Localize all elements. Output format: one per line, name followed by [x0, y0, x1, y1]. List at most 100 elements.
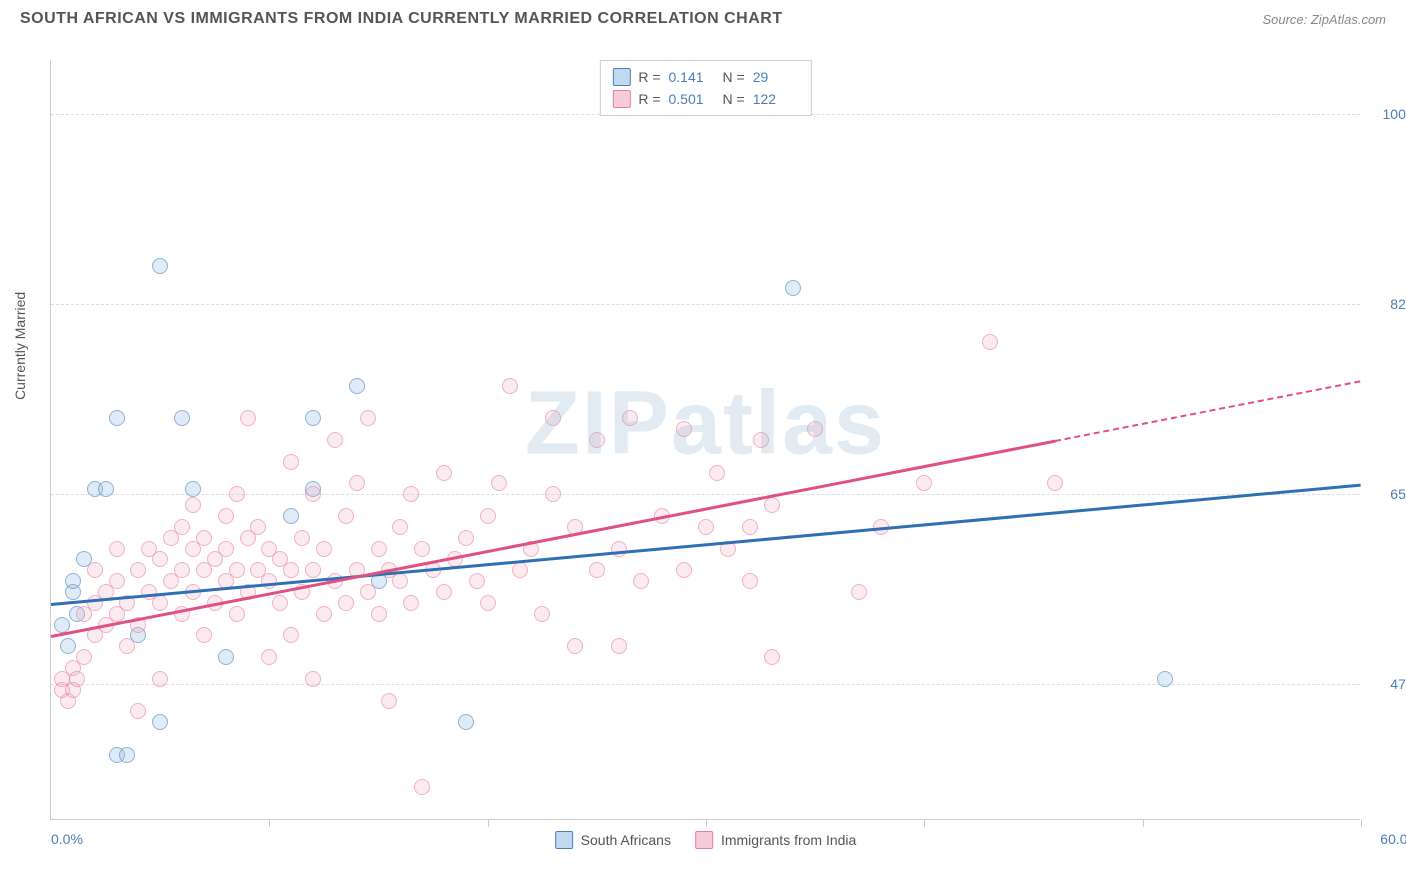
- x-tick: [488, 819, 489, 827]
- n-label: N =: [723, 69, 745, 85]
- data-point: [76, 649, 92, 665]
- data-point: [676, 421, 692, 437]
- data-point: [698, 519, 714, 535]
- data-point: [218, 649, 234, 665]
- data-point: [589, 432, 605, 448]
- data-point: [414, 779, 430, 795]
- data-point: [119, 638, 135, 654]
- data-point: [349, 475, 365, 491]
- x-tick: [269, 819, 270, 827]
- data-point: [316, 606, 332, 622]
- data-point: [305, 562, 321, 578]
- data-point: [305, 410, 321, 426]
- data-point: [130, 703, 146, 719]
- data-point: [109, 410, 125, 426]
- data-point: [469, 573, 485, 589]
- y-tick-label: 100.0%: [1383, 106, 1406, 122]
- data-point: [98, 481, 114, 497]
- x-tick: [1143, 819, 1144, 827]
- data-point: [1157, 671, 1173, 687]
- data-point: [316, 541, 332, 557]
- data-point: [65, 573, 81, 589]
- data-point: [502, 378, 518, 394]
- y-tick-label: 65.0%: [1390, 486, 1406, 502]
- data-point: [851, 584, 867, 600]
- data-point: [1047, 475, 1063, 491]
- series-legend: South Africans Immigrants from India: [555, 831, 857, 849]
- data-point: [283, 508, 299, 524]
- data-point: [338, 508, 354, 524]
- data-point: [261, 649, 277, 665]
- data-point: [174, 519, 190, 535]
- legend-item-blue: South Africans: [555, 831, 671, 849]
- data-point: [250, 519, 266, 535]
- data-point: [982, 334, 998, 350]
- data-point: [512, 562, 528, 578]
- data-point: [240, 410, 256, 426]
- data-point: [130, 562, 146, 578]
- r-value-blue: 0.141: [669, 69, 715, 85]
- source-attribution: Source: ZipAtlas.com: [1262, 12, 1386, 27]
- y-tick-label: 82.5%: [1390, 296, 1406, 312]
- data-point: [611, 638, 627, 654]
- data-point: [60, 638, 76, 654]
- data-point: [152, 595, 168, 611]
- data-point: [152, 714, 168, 730]
- data-point: [392, 573, 408, 589]
- x-tick: [706, 819, 707, 827]
- x-tick: [924, 819, 925, 827]
- data-point: [403, 486, 419, 502]
- data-point: [360, 410, 376, 426]
- data-point: [709, 465, 725, 481]
- data-point: [109, 541, 125, 557]
- data-point: [371, 606, 387, 622]
- data-point: [349, 378, 365, 394]
- swatch-pink-icon: [612, 90, 630, 108]
- data-point: [480, 595, 496, 611]
- data-point: [371, 541, 387, 557]
- data-point: [742, 519, 758, 535]
- data-point: [174, 562, 190, 578]
- data-point: [196, 530, 212, 546]
- data-point: [807, 421, 823, 437]
- data-point: [436, 584, 452, 600]
- data-point: [261, 573, 277, 589]
- data-point: [109, 573, 125, 589]
- data-point: [87, 562, 103, 578]
- r-label: R =: [638, 69, 660, 85]
- data-point: [119, 747, 135, 763]
- data-point: [458, 714, 474, 730]
- y-tick-label: 47.5%: [1390, 676, 1406, 692]
- data-point: [545, 410, 561, 426]
- data-point: [283, 562, 299, 578]
- legend-item-pink: Immigrants from India: [695, 831, 856, 849]
- legend-label-pink: Immigrants from India: [721, 832, 856, 848]
- data-point: [229, 562, 245, 578]
- n-value-pink: 122: [753, 91, 799, 107]
- data-point: [436, 465, 452, 481]
- data-point: [764, 497, 780, 513]
- data-point: [229, 486, 245, 502]
- legend-swatch-pink-icon: [695, 831, 713, 849]
- data-point: [589, 562, 605, 578]
- legend-label-blue: South Africans: [581, 832, 671, 848]
- data-point: [272, 595, 288, 611]
- data-point: [69, 671, 85, 687]
- stats-row-blue: R = 0.141 N = 29: [612, 66, 798, 88]
- data-point: [196, 627, 212, 643]
- data-point: [545, 486, 561, 502]
- legend-swatch-blue-icon: [555, 831, 573, 849]
- data-point: [185, 497, 201, 513]
- stats-legend: R = 0.141 N = 29 R = 0.501 N = 122: [599, 60, 811, 116]
- n-label-2: N =: [723, 91, 745, 107]
- data-point: [916, 475, 932, 491]
- x-tick: [1361, 819, 1362, 827]
- data-point: [753, 432, 769, 448]
- data-point: [785, 280, 801, 296]
- data-point: [491, 475, 507, 491]
- data-point: [403, 595, 419, 611]
- r-value-pink: 0.501: [669, 91, 715, 107]
- data-point: [764, 649, 780, 665]
- data-point: [218, 541, 234, 557]
- data-point: [676, 562, 692, 578]
